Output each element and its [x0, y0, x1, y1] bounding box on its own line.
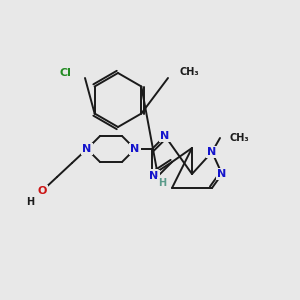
Text: Cl: Cl: [59, 68, 71, 78]
Text: N: N: [149, 171, 159, 181]
Text: N: N: [130, 144, 140, 154]
Text: H: H: [26, 197, 34, 207]
Text: N: N: [160, 131, 169, 141]
Text: CH₃: CH₃: [179, 67, 199, 77]
Text: N: N: [218, 169, 226, 179]
Text: N: N: [207, 147, 217, 157]
Text: N: N: [82, 144, 91, 154]
Text: CH₃: CH₃: [230, 133, 250, 143]
Text: H: H: [158, 178, 166, 188]
Text: N: N: [147, 170, 157, 180]
Text: O: O: [37, 186, 47, 196]
